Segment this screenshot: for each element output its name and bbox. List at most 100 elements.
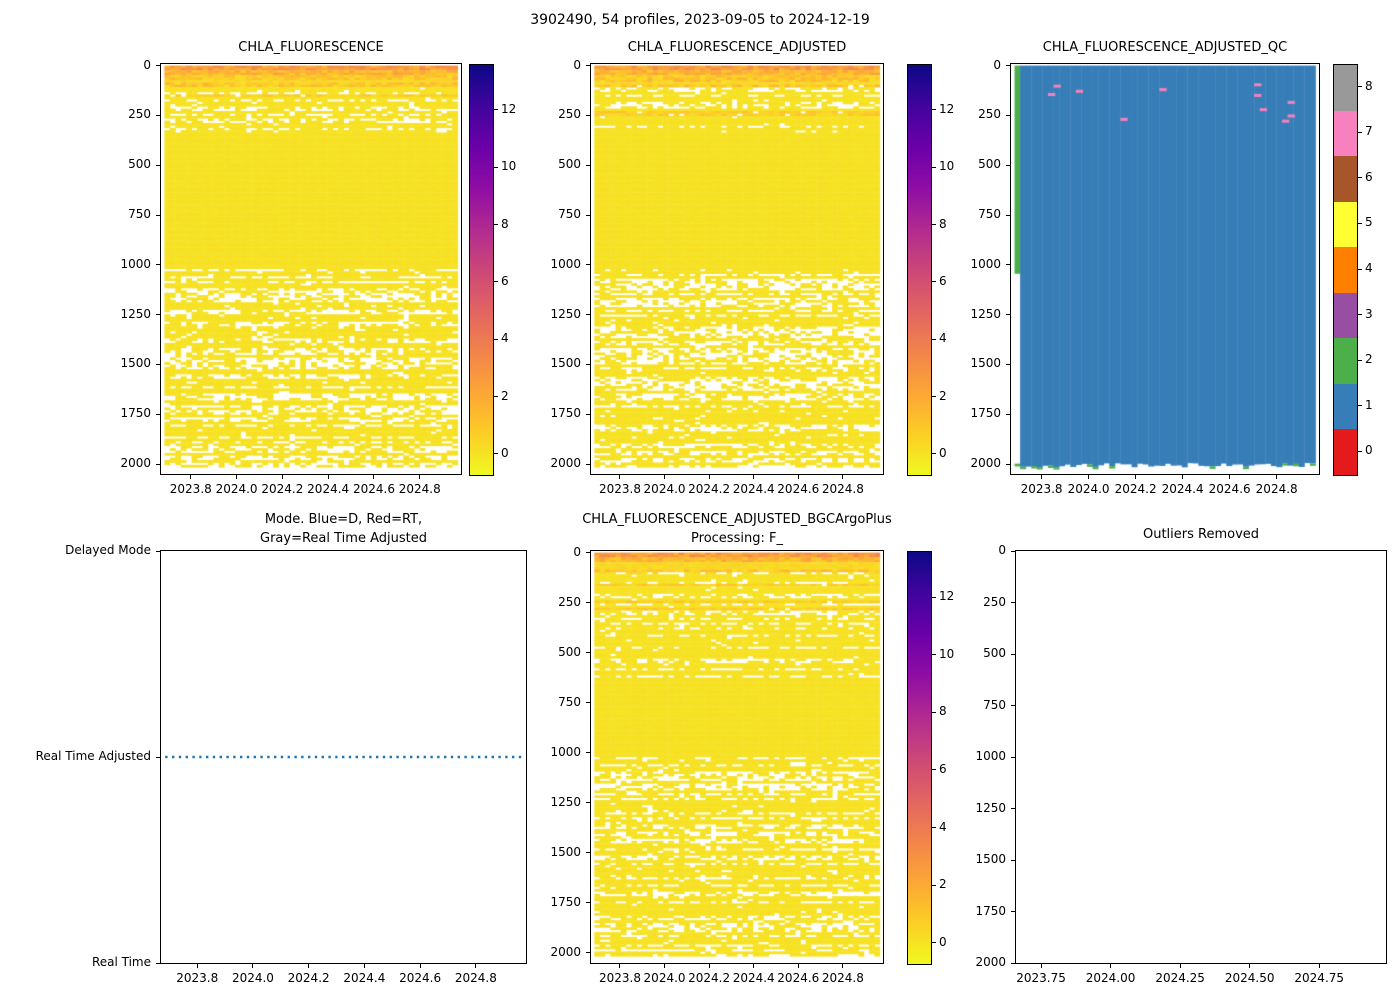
colorbar-tick-label: 2 [501,388,509,403]
y-tick-label: 250 [128,107,151,122]
colorbar-tick-label: 4 [501,331,509,346]
y-tick-label: 250 [978,107,1001,122]
colorbar-tick-label: 3 [1365,306,1373,321]
y-tick-mark [1011,859,1015,861]
colorbar-tick-mark [1358,86,1362,88]
y-tick-mark [1011,602,1015,603]
x-tick-mark [1249,964,1251,968]
y-tick-label: 1500 [970,356,1001,371]
x-tick-mark [797,964,799,968]
colorbar-tick-label: 10 [939,646,955,661]
y-tick-label: 750 [128,207,151,221]
x-tick-label: 2023.8 [598,482,641,496]
colorbar-tick-mark [1358,405,1362,407]
x-tick-label: 2024.6 [1208,482,1251,496]
colorbar-tick-mark [932,769,936,771]
colorbar-tick-mark [1358,222,1362,224]
subplot-chla-fluorescence-adjusted-qc: CHLA_FLUORESCENCE_ADJUSTED_QC 2023.8 2024… [970,40,1372,496]
y-tick-mark [156,65,160,67]
y-tick-label: 1500 [550,356,581,371]
x-tick-label: 2024.0 [1067,482,1110,496]
y-tick-mark [586,852,590,854]
y-tick-mark [1011,653,1015,655]
y-tick-label: 0 [998,543,1006,557]
colorbar-tick-mark [1358,359,1362,361]
y-tick-label: 0 [143,57,151,72]
y-tick-mark [1011,705,1015,706]
y-tick-mark [586,702,590,704]
x-tick-label: 2024.2 [1114,482,1157,496]
y-tick-label: 750 [978,207,1001,221]
y-tick-label: 1750 [120,406,151,421]
y-tick-label: 1250 [550,794,581,809]
x-tick-label: 2024.4 [732,971,775,985]
y-tick-mark [156,114,160,116]
x-tick-mark [419,475,421,479]
x-tick-label: 2024.6 [352,482,395,496]
y-tick-label: 1250 [970,306,1001,321]
x-tick-mark [842,964,844,968]
y-tick-label: 250 [983,594,1006,609]
y-tick-label: 1750 [970,406,1001,421]
y-tick-label: 2000 [550,456,581,471]
y-tick-mark [586,65,590,67]
x-tick-label: 2024.2 [287,971,330,985]
y-tick-mark [586,413,590,415]
y-tick-mark [1011,756,1015,758]
x-tick-mark [1135,475,1137,479]
colorbar-tick-label: 1 [1365,397,1373,412]
x-tick-mark [327,475,329,479]
y-tick-mark [586,552,590,554]
colorbar-tick-label: 12 [939,589,955,604]
colorbar-tick-mark [932,942,936,944]
subplot-qc-title: CHLA_FLUORESCENCE_ADJUSTED_QC [1042,40,1288,55]
y-tick-label: 1250 [550,306,581,321]
y-tick-label: 1750 [550,894,581,909]
colorbar-tick-label: 12 [501,101,517,116]
x-tick-mark [797,475,799,479]
y-tick-mark [586,114,590,116]
subplot-bgcargoplus-title-line1: CHLA_FLUORESCENCE_ADJUSTED_BGCArgoPlus [582,512,892,527]
colorbar-tick-label: 4 [1365,261,1373,275]
y-tick-mark [586,463,590,465]
x-tick-mark [475,964,477,968]
x-tick-mark [1110,964,1112,968]
colorbar-tick-mark [932,224,936,226]
y-tick-mark [1011,808,1015,809]
chla-fluorescence-adjusted-heatmap [591,64,883,474]
colorbar-tick-label: 4 [939,331,947,346]
y-tick-label: 250 [558,107,581,122]
colorbar-tick-mark [494,224,498,226]
y-tick-mark [586,652,590,654]
y-tick-label: 1000 [120,256,151,271]
x-tick-mark [664,964,666,968]
x-tick-label: 2024.8 [398,482,441,496]
qc-flags-heatmap [1011,64,1319,474]
x-tick-mark [708,964,710,968]
y-tick-mark [156,756,160,758]
colorbar-tick-mark [932,827,936,829]
x-tick-label: 2024.75 [1294,971,1345,985]
x-tick-mark [308,964,310,968]
y-tick-label: 0 [993,57,1001,72]
x-tick-label: 2024.4 [1161,482,1204,496]
x-tick-mark [1179,964,1181,968]
y-tick-label: 500 [128,157,151,172]
colorbar-tick-label: 10 [939,159,955,174]
x-tick-label: 2024.8 [821,482,864,496]
colorbar-tick-mark [932,281,936,283]
y-tick-mark [1006,65,1010,67]
y-tick-mark [1006,164,1010,166]
y-tick-label: 1250 [120,306,151,321]
x-tick-label: 2023.8 [176,971,219,985]
x-tick-mark [664,475,666,479]
y-tick-label: 1000 [975,749,1006,763]
colorbar-tick-mark [1358,177,1362,179]
y-tick-mark [1011,962,1015,964]
y-tick-mark [1006,463,1010,465]
x-tick-label: 2024.6 [777,482,820,496]
colorbar-tick-label: 8 [501,216,509,231]
x-tick-mark [236,475,238,479]
x-tick-label: 2023.8 [598,971,641,985]
